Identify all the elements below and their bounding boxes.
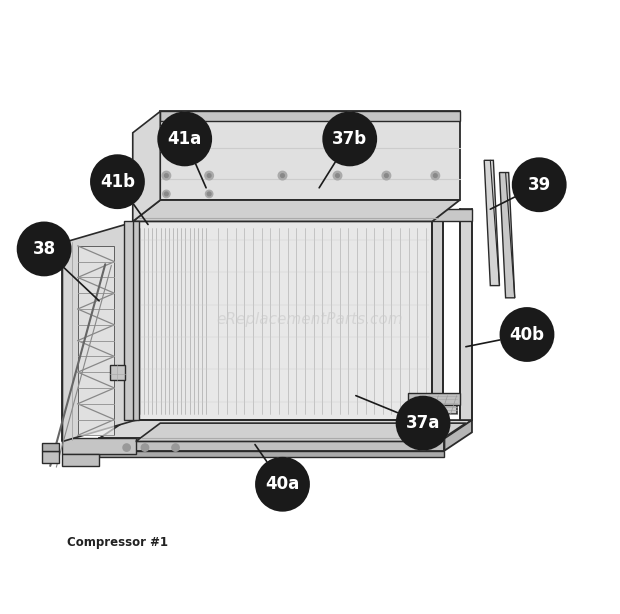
Polygon shape [484,160,500,286]
Polygon shape [110,365,125,380]
Circle shape [207,192,211,196]
Circle shape [162,171,170,180]
Polygon shape [432,209,443,420]
Text: 38: 38 [33,240,56,258]
Polygon shape [133,222,139,420]
Polygon shape [160,111,460,200]
Circle shape [278,171,287,180]
Polygon shape [123,222,136,420]
Text: 39: 39 [528,176,551,194]
Polygon shape [460,209,472,420]
Polygon shape [432,209,472,222]
Polygon shape [133,111,160,222]
Circle shape [164,192,168,196]
Polygon shape [63,222,136,441]
Polygon shape [99,451,445,457]
Text: 41a: 41a [167,130,202,148]
Polygon shape [42,443,60,451]
Circle shape [257,459,308,510]
Text: eReplacementParts.com: eReplacementParts.com [216,312,404,327]
Text: 37a: 37a [406,414,440,432]
Circle shape [335,174,339,177]
Polygon shape [78,246,115,435]
Text: Compressor #1: Compressor #1 [67,536,168,549]
Circle shape [19,223,70,274]
Polygon shape [136,423,466,441]
Circle shape [162,190,170,198]
Polygon shape [133,222,432,420]
Circle shape [397,397,449,449]
Circle shape [333,171,342,180]
Circle shape [205,171,213,180]
Polygon shape [500,173,515,298]
Circle shape [281,174,285,177]
Polygon shape [63,438,136,454]
Text: 41b: 41b [100,173,135,191]
Polygon shape [63,454,99,466]
Circle shape [502,309,552,360]
Circle shape [123,444,130,451]
Text: 40b: 40b [510,325,544,343]
Circle shape [207,174,211,177]
Circle shape [141,444,149,451]
Polygon shape [42,451,60,463]
Circle shape [513,159,565,211]
Circle shape [431,171,440,180]
Circle shape [92,156,143,208]
Circle shape [159,113,210,165]
Polygon shape [408,392,460,405]
Circle shape [384,174,388,177]
Polygon shape [414,395,457,414]
Circle shape [172,444,179,451]
Circle shape [433,174,437,177]
Circle shape [324,113,375,165]
Text: 37b: 37b [332,130,367,148]
Circle shape [382,171,391,180]
Polygon shape [99,438,445,451]
Polygon shape [133,200,460,222]
Circle shape [205,190,213,198]
Text: 40a: 40a [265,475,299,493]
Polygon shape [99,420,472,438]
Polygon shape [160,111,460,120]
Circle shape [164,174,168,177]
Polygon shape [445,420,472,451]
